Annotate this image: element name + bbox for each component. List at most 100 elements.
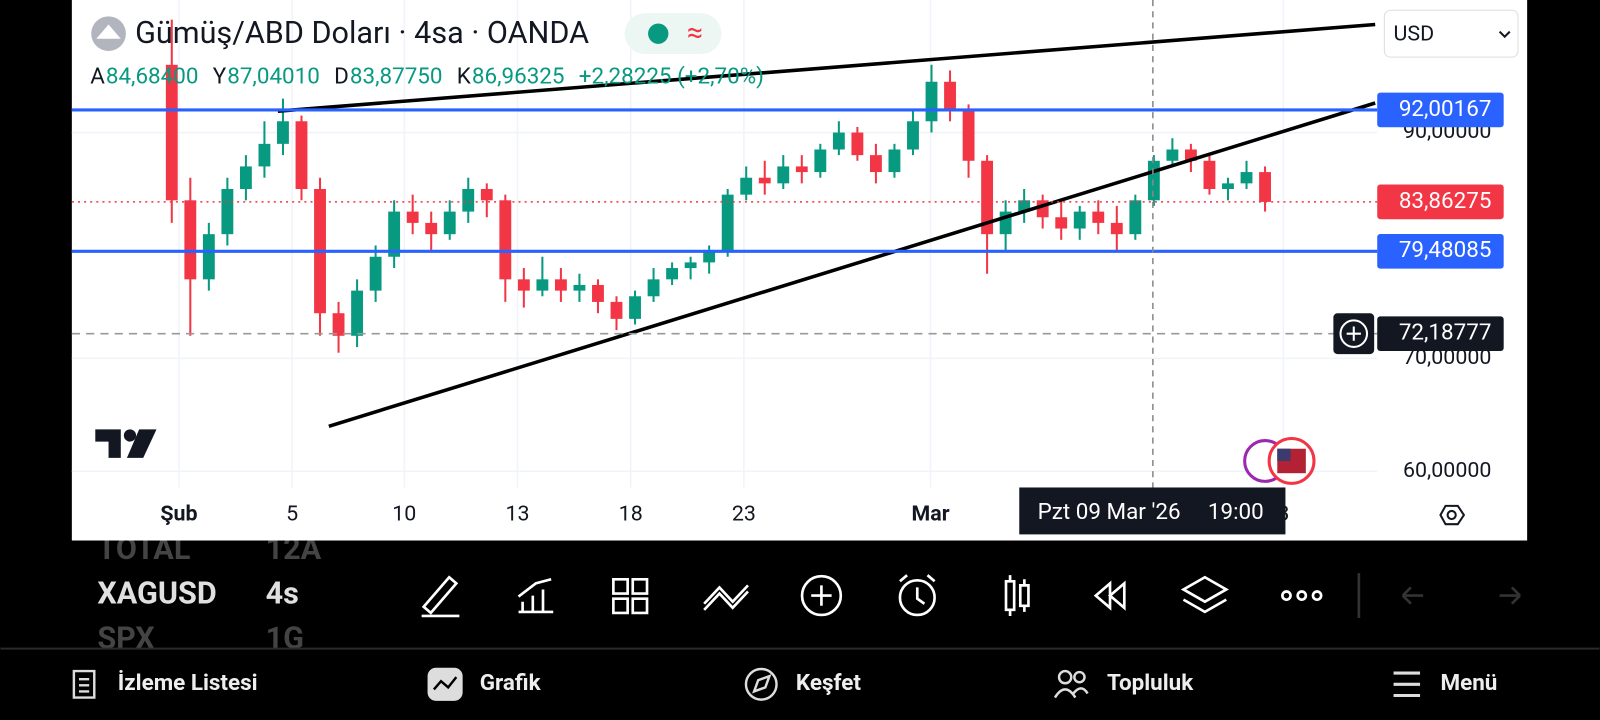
candles	[165, 19, 1271, 353]
add-tool[interactable]	[800, 574, 843, 617]
candle-body	[907, 121, 919, 150]
x-tick-label: 5	[286, 502, 298, 527]
currency-select[interactable]	[1383, 9, 1519, 58]
candle-body	[629, 296, 641, 319]
candle-body	[1184, 149, 1197, 161]
more-dot[interactable]	[1296, 590, 1308, 601]
time-label-bg	[1019, 487, 1286, 535]
candle-body	[1147, 160, 1160, 201]
layers-tool[interactable]	[1180, 575, 1229, 614]
candle-body	[999, 211, 1012, 235]
watchlist-interval: 1G	[266, 622, 304, 657]
price-label: 92,00167	[1399, 96, 1492, 122]
y-tick-label: 60,00000	[1403, 458, 1491, 483]
candle-body	[1222, 183, 1234, 190]
market-open-dot	[648, 23, 669, 44]
add-icon	[1339, 319, 1369, 348]
watchlist-icon	[72, 669, 96, 699]
price-label: 79,48085	[1399, 237, 1492, 263]
candle-body	[369, 256, 382, 291]
ohlc-key: D	[334, 63, 349, 89]
candle-body	[758, 177, 771, 184]
chart-icon-line	[432, 676, 458, 691]
candle-body	[795, 166, 808, 173]
logo-part	[123, 429, 137, 442]
settings-icon[interactable]	[1439, 504, 1466, 526]
nav-item[interactable]: Topluluk	[1107, 670, 1194, 696]
trend-line	[328, 101, 1376, 428]
x-tick-label: 13	[505, 502, 529, 527]
community-icon	[1053, 687, 1089, 699]
indicators-tool[interactable]	[517, 577, 554, 614]
compare-tool[interactable]	[703, 584, 749, 611]
candle-body	[202, 234, 215, 280]
menu-icon	[1393, 671, 1421, 698]
nav-item[interactable]: Menü	[1440, 670, 1497, 696]
price-label-bg	[1377, 184, 1504, 220]
candle-body	[647, 279, 660, 297]
candle-body	[573, 284, 586, 291]
nav-item[interactable]: Grafik	[480, 670, 542, 696]
settings-button[interactable]	[1439, 504, 1466, 526]
event-icons[interactable]	[1243, 436, 1316, 485]
community-icon	[1073, 670, 1086, 684]
candle-body	[869, 155, 882, 173]
status-badge[interactable]	[624, 13, 722, 55]
nav-icons	[72, 667, 1421, 701]
candle-body	[239, 166, 252, 190]
candle-body	[351, 290, 364, 336]
candle-body	[944, 81, 956, 110]
candle-body	[814, 149, 827, 173]
more-dot[interactable]	[1281, 590, 1292, 601]
candle-body	[1092, 211, 1105, 223]
add-icon	[811, 585, 832, 606]
candle-body	[443, 211, 456, 235]
candle-body	[221, 189, 234, 235]
nav-item[interactable]: Keşfet	[796, 670, 861, 696]
draw-tool[interactable]	[421, 575, 460, 618]
crosshair-time-label: Pzt 09 Mar '26 19:00	[1019, 487, 1286, 535]
candle-body	[1129, 200, 1142, 235]
candle-body	[610, 301, 623, 319]
watchlist-symbol: XAGUSD	[97, 577, 216, 612]
time-label-date: Pzt 09 Mar '26	[1038, 499, 1181, 525]
ohlc-row: A 84,68400 Y 87,04010 D 83,87750 K 86,96325 +2,2…	[90, 63, 764, 89]
replay-tool[interactable]	[1093, 580, 1126, 611]
price-label: 72,18777	[1399, 320, 1492, 346]
bar-style-tool[interactable]	[1004, 575, 1030, 616]
candle-body	[1073, 211, 1086, 229]
ohlc-key: Y	[213, 63, 227, 89]
ohlc-key: K	[457, 63, 472, 89]
candle-body	[832, 132, 845, 150]
candle-body	[480, 189, 493, 201]
community-icon	[1057, 669, 1073, 685]
templates-tool[interactable]	[612, 577, 649, 615]
candle-body	[962, 109, 975, 161]
undo[interactable]	[1401, 586, 1424, 605]
nav-item[interactable]: İzleme Listesi	[118, 670, 258, 696]
candle-body	[295, 121, 308, 190]
redo[interactable]	[1499, 586, 1521, 605]
candle-body	[499, 200, 512, 280]
bottom-nav: İzleme Listesi Grafik Keşfet Topluluk Menü	[118, 670, 1498, 696]
candle-body	[981, 160, 994, 235]
time-label-hour: 19:00	[1208, 499, 1264, 525]
candle-body	[517, 279, 530, 291]
settings-icon-center	[1446, 509, 1457, 521]
candle-body	[740, 177, 753, 195]
candle-body	[165, 64, 178, 201]
candle-body	[425, 222, 438, 235]
alert-tool[interactable]	[898, 578, 936, 617]
symbol-title: Gümüş/ABD Doları · 4sa · OANDA	[135, 16, 589, 51]
more-dot[interactable]	[1311, 590, 1323, 601]
x-tick-label: Mar	[912, 502, 950, 527]
x-tick-label: Şub	[160, 502, 197, 527]
chart-header: Gümüş/ABD Doları · 4sa · OANDA ≈ A 84,684…	[90, 9, 1519, 89]
data-delay-icon: ≈	[687, 16, 703, 49]
drawings	[277, 22, 1376, 428]
candle-body	[554, 279, 567, 291]
candle-body	[925, 81, 938, 122]
ohlc-key: A	[90, 63, 105, 89]
price-label-bg	[1377, 92, 1504, 128]
